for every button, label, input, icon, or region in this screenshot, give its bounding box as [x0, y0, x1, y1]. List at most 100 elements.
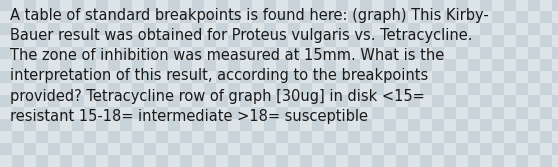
Bar: [444, 95, 456, 107]
Bar: [108, 47, 120, 59]
Bar: [228, 95, 240, 107]
Bar: [96, 23, 108, 35]
Bar: [516, 83, 528, 95]
Bar: [420, 155, 432, 167]
Bar: [540, 0, 552, 11]
Bar: [120, 131, 132, 143]
Bar: [228, 11, 240, 23]
Bar: [216, 107, 228, 119]
Bar: [360, 155, 372, 167]
Bar: [192, 59, 204, 71]
Bar: [264, 155, 276, 167]
Bar: [12, 71, 24, 83]
Bar: [96, 71, 108, 83]
Bar: [480, 35, 492, 47]
Bar: [180, 0, 192, 11]
Bar: [312, 107, 324, 119]
Bar: [540, 59, 552, 71]
Bar: [348, 11, 360, 23]
Bar: [108, 155, 120, 167]
Bar: [228, 131, 240, 143]
Bar: [264, 59, 276, 71]
Bar: [552, 119, 558, 131]
Bar: [48, 23, 60, 35]
Bar: [372, 71, 384, 83]
Bar: [120, 11, 132, 23]
Bar: [360, 0, 372, 11]
Bar: [36, 35, 48, 47]
Bar: [408, 131, 420, 143]
Bar: [360, 131, 372, 143]
Bar: [384, 0, 396, 11]
Bar: [108, 59, 120, 71]
Bar: [360, 107, 372, 119]
Bar: [552, 59, 558, 71]
Bar: [420, 59, 432, 71]
Bar: [108, 23, 120, 35]
Bar: [72, 83, 84, 95]
Bar: [144, 83, 156, 95]
Bar: [300, 35, 312, 47]
Bar: [408, 155, 420, 167]
Bar: [504, 119, 516, 131]
Bar: [300, 83, 312, 95]
Bar: [468, 107, 480, 119]
Bar: [540, 119, 552, 131]
Bar: [276, 23, 288, 35]
Bar: [96, 131, 108, 143]
Bar: [240, 131, 252, 143]
Bar: [288, 155, 300, 167]
Bar: [444, 83, 456, 95]
Bar: [528, 47, 540, 59]
Bar: [252, 143, 264, 155]
Bar: [432, 143, 444, 155]
Bar: [492, 59, 504, 71]
Bar: [228, 59, 240, 71]
Bar: [420, 107, 432, 119]
Bar: [120, 71, 132, 83]
Bar: [192, 47, 204, 59]
Bar: [444, 155, 456, 167]
Bar: [528, 119, 540, 131]
Bar: [228, 71, 240, 83]
Bar: [72, 23, 84, 35]
Bar: [324, 47, 336, 59]
Bar: [348, 119, 360, 131]
Bar: [276, 107, 288, 119]
Bar: [252, 119, 264, 131]
Bar: [552, 71, 558, 83]
Bar: [72, 143, 84, 155]
Bar: [384, 59, 396, 71]
Bar: [456, 59, 468, 71]
Bar: [516, 143, 528, 155]
Bar: [468, 155, 480, 167]
Bar: [192, 95, 204, 107]
Bar: [396, 143, 408, 155]
Bar: [384, 11, 396, 23]
Bar: [144, 143, 156, 155]
Bar: [144, 47, 156, 59]
Bar: [408, 23, 420, 35]
Bar: [72, 95, 84, 107]
Bar: [24, 59, 36, 71]
Bar: [192, 71, 204, 83]
Bar: [300, 47, 312, 59]
Bar: [480, 95, 492, 107]
Bar: [336, 59, 348, 71]
Bar: [540, 95, 552, 107]
Bar: [228, 107, 240, 119]
Bar: [288, 95, 300, 107]
Bar: [288, 35, 300, 47]
Bar: [12, 131, 24, 143]
Bar: [348, 131, 360, 143]
Bar: [384, 155, 396, 167]
Bar: [120, 107, 132, 119]
Bar: [360, 59, 372, 71]
Bar: [288, 131, 300, 143]
Bar: [444, 11, 456, 23]
Bar: [312, 11, 324, 23]
Bar: [552, 23, 558, 35]
Bar: [336, 23, 348, 35]
Bar: [384, 143, 396, 155]
Bar: [348, 95, 360, 107]
